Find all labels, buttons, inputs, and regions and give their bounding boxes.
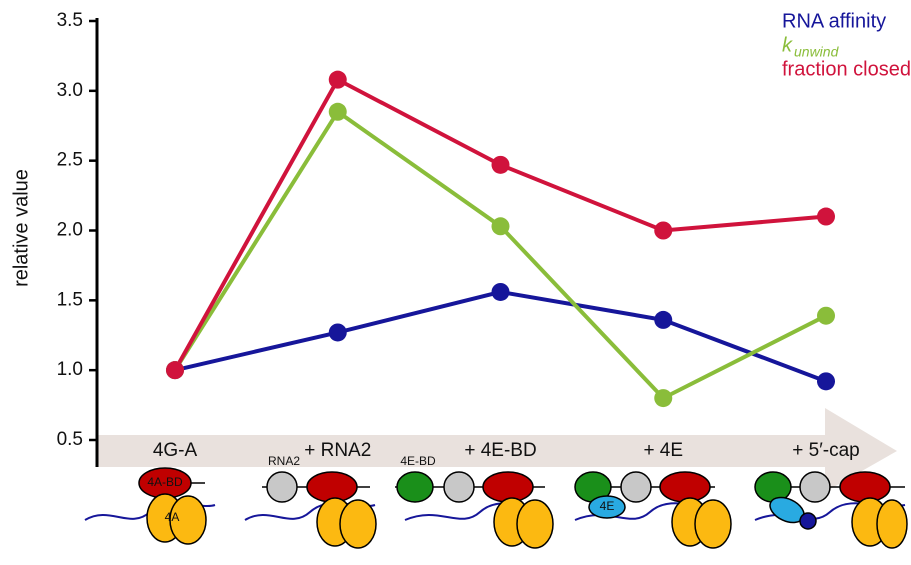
data-point	[654, 311, 672, 329]
chart: relative value 4A-BD 4A RNA2 4E-	[0, 0, 911, 565]
legend-label: fraction closed	[782, 58, 911, 80]
x-tick-label: + 5′-cap	[792, 440, 859, 461]
y-tick-label: 2.5	[57, 150, 83, 171]
x-tick-label: + 4E	[643, 440, 683, 461]
y-tick-label: 3.5	[57, 10, 83, 31]
x-tick-label: 4G-A	[153, 440, 198, 461]
x-tick-label: + RNA2	[304, 440, 371, 461]
y-axis-label: relative value	[10, 169, 32, 287]
schematic-label: 4E	[600, 499, 615, 513]
data-point	[329, 71, 347, 89]
y-tick-label: 1.0	[57, 359, 83, 380]
data-point	[817, 307, 835, 325]
data-point	[329, 323, 347, 341]
data-point	[166, 361, 184, 379]
data-point	[654, 222, 672, 240]
y-tick-label: 2.0	[57, 220, 83, 241]
data-point	[492, 217, 510, 235]
series-line	[175, 292, 826, 381]
data-point	[817, 208, 835, 226]
y-tick-label: 3.0	[57, 80, 83, 101]
page: {"chart_data": {"type": "line", "y_label…	[0, 0, 911, 565]
schematic-label: 4A-BD	[147, 475, 183, 489]
data-point	[329, 103, 347, 121]
schematic	[85, 468, 907, 548]
y-tick-label: 1.5	[57, 289, 83, 310]
legend-label: RNA affinity	[782, 10, 886, 32]
schematic-label: 4E-BD	[400, 454, 436, 468]
data-point	[817, 372, 835, 390]
series-line	[175, 112, 826, 398]
data-point	[654, 389, 672, 407]
legend-label: k	[782, 34, 793, 56]
y-tick-label: 0.5	[57, 429, 83, 450]
data-point	[492, 283, 510, 301]
schematic-label: 4A	[165, 510, 180, 524]
x-tick-label: + 4E-BD	[464, 440, 536, 461]
schematic-label: RNA2	[268, 454, 300, 468]
data-point	[492, 156, 510, 174]
